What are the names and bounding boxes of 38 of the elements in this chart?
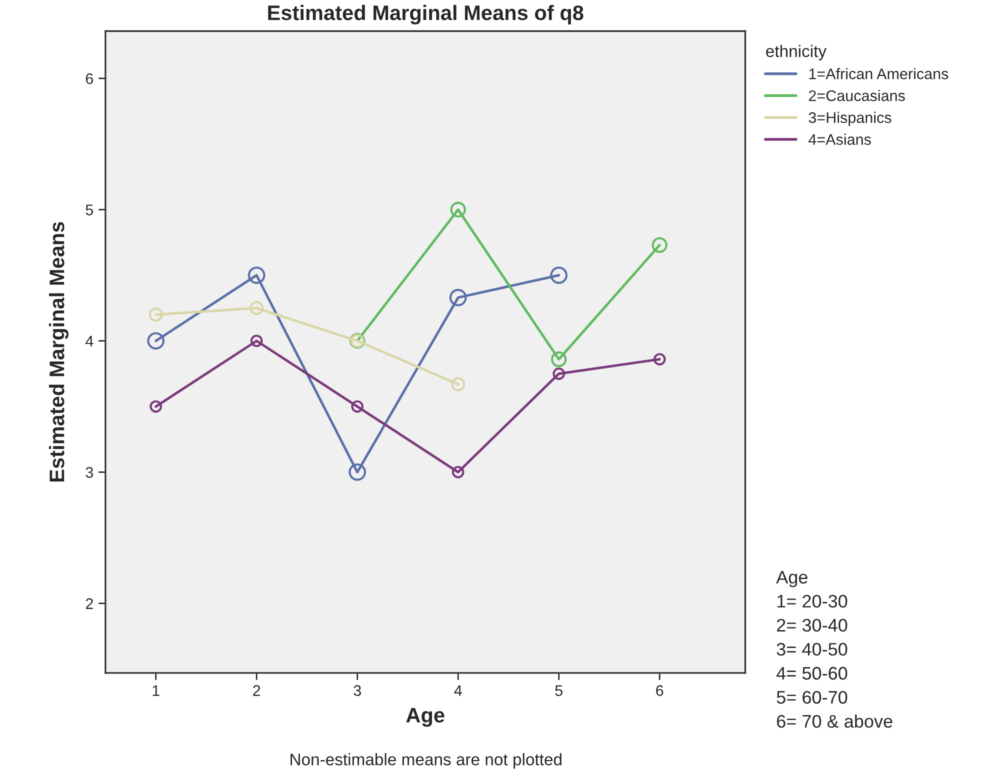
- y-axis-title: Estimated Marginal Means: [48, 222, 68, 482]
- point: [148, 308, 163, 322]
- legend-label: 4=Asians: [808, 134, 871, 145]
- chart-title: Estimated Marginal Means of q8: [268, 4, 584, 24]
- x-tick-label: 4: [454, 685, 462, 696]
- point: [348, 463, 366, 481]
- point: [551, 351, 567, 368]
- point: [552, 368, 566, 380]
- point: [450, 202, 466, 218]
- y-tick-label: 5: [86, 204, 94, 216]
- x-tick-label: 1: [152, 685, 160, 696]
- point: [250, 334, 263, 348]
- point: [653, 353, 666, 366]
- y-tick-label: 3: [86, 467, 93, 478]
- point: [550, 266, 568, 284]
- y-tick-label: 2: [86, 598, 93, 609]
- x-tick-label: 3: [354, 685, 361, 696]
- x-tick-label: 5: [555, 685, 562, 696]
- text: Non-estimable means are not plotted: [290, 753, 562, 769]
- y-tick-label: 4: [86, 336, 94, 346]
- point: [248, 266, 266, 284]
- point: [351, 400, 364, 413]
- x-axis-title: Age: [406, 708, 444, 727]
- point: [150, 400, 162, 413]
- point: [449, 288, 467, 306]
- legend-label: 3=Hispanics: [808, 112, 892, 126]
- point: [451, 377, 466, 392]
- x-tick-label: 2: [253, 685, 260, 696]
- point: [452, 466, 464, 478]
- legend-label: 2=Caucasians: [808, 90, 905, 102]
- point: [147, 332, 165, 350]
- legend-label: 1=African Americans: [809, 68, 948, 80]
- x-tick-label: 6: [656, 685, 664, 696]
- point: [652, 237, 668, 253]
- point: [250, 301, 264, 316]
- legend-title: ethnicity: [766, 44, 827, 60]
- y-tick-label: 6: [86, 73, 93, 84]
- text: Age 1= 20-30 2= 30-40 3= 40-50 4= 50-60 5= 60-70 6= 70 & above: [776, 570, 892, 728]
